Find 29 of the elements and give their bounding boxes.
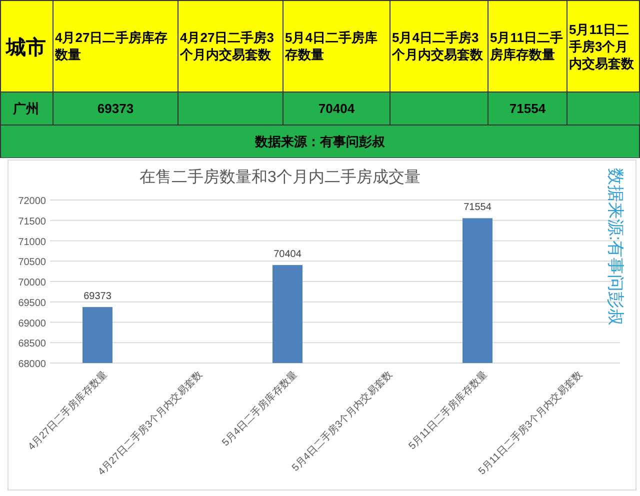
x-tick-label: 5月4日二手房库存数量 <box>285 29 378 64</box>
x-tick-label: 4月27日二手房库存数量 <box>26 368 110 453</box>
y-tick-label: 68000 <box>18 359 46 370</box>
y-axis-title: 城市 <box>5 36 46 59</box>
y-tick-label: 70000 <box>18 278 46 288</box>
x-tick-label: 5月11日二手房3个月内交易套数 <box>569 20 635 72</box>
data-label: 70404 <box>318 101 356 116</box>
y-tick-label: 71000 <box>18 236 46 248</box>
x-tick-label: 5月11日二手房库存数量 <box>406 368 490 452</box>
y-tick-label: 71500 <box>18 216 46 228</box>
data-label: 71554 <box>509 101 546 116</box>
data-label: 70404 <box>274 249 302 260</box>
source-note: 数据来源：有事问彭叔 <box>254 134 386 149</box>
x-tick-label: 5月11日二手房库存数量 <box>490 29 564 64</box>
y-tick-label: 69500 <box>18 298 46 309</box>
y-tick-label: 69000 <box>18 318 46 330</box>
data-label: 71554 <box>464 202 492 214</box>
y-tick-label: 广州 <box>12 101 39 116</box>
x-tick-label: 5月4日二手房3个月内交易套数 <box>392 29 484 64</box>
y-tick-label: 68500 <box>18 338 46 350</box>
x-tick-label: 5月4日二手房库存数量 <box>220 368 300 449</box>
y-tick-label: 70500 <box>18 257 46 268</box>
annotation: 数据来源:有事问彭叔 <box>606 168 625 326</box>
data-label: 69373 <box>97 101 134 116</box>
y-tick-label: 72000 <box>18 196 46 207</box>
x-tick-label: 4月27日二手房3个月内交易套数 <box>180 29 275 64</box>
chart-title: 在售二手房数量和3个月内二手房成交量 <box>140 168 420 186</box>
data-label: 69373 <box>84 291 112 302</box>
x-tick-label: 4月27日二手房库存数量 <box>55 29 169 64</box>
